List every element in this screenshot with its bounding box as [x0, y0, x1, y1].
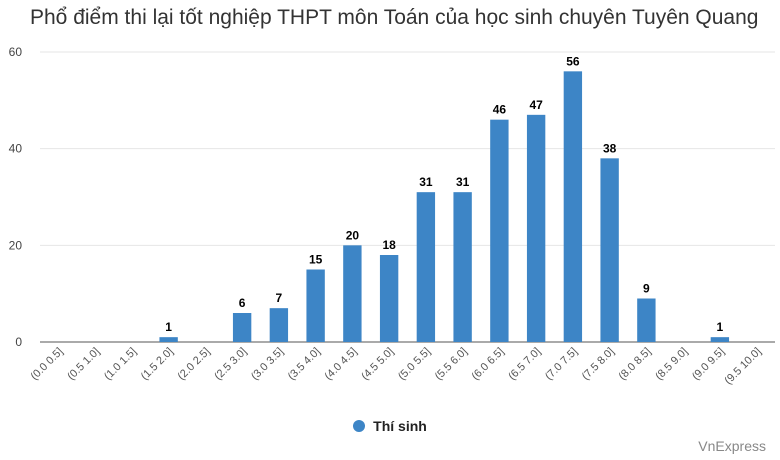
legend-label: Thí sinh: [373, 418, 427, 434]
data-label: 6: [239, 296, 246, 310]
data-label: 47: [529, 98, 543, 112]
bar: [269, 308, 289, 342]
data-label: 31: [456, 175, 470, 189]
data-label: 1: [165, 320, 172, 334]
x-tick-label: (7.5 8.0]: [580, 346, 617, 383]
x-tick-label: (2.0 2.5]: [175, 346, 212, 383]
legend-dot-icon: [353, 420, 366, 432]
bar: [490, 119, 509, 343]
chart-title: Phổ điểm thi lại tốt nghiệp THPT môn Toá…: [30, 6, 759, 29]
y-tick-label: 40: [9, 142, 23, 156]
bar: [306, 269, 325, 342]
bar: [710, 337, 730, 342]
x-tick-label: (4.0 4.5]: [322, 346, 359, 383]
legend: Thí sinh: [0, 418, 780, 434]
bar: [526, 114, 546, 342]
x-tick-label: (5.5 6.0]: [433, 346, 470, 383]
x-tick-label: (9.5 10.0]: [722, 346, 763, 387]
data-label: 9: [643, 282, 650, 296]
x-tick-label: (8.5 9.0]: [653, 346, 690, 383]
y-tick-label: 60: [9, 45, 23, 59]
data-label: 31: [419, 175, 433, 189]
x-tick-label: (3.5 4.0]: [286, 346, 323, 383]
x-tick-label: (3.0 3.5]: [249, 346, 286, 383]
bar: [563, 71, 583, 342]
bar: [416, 192, 436, 342]
x-tick-label: (0.5 1.0]: [65, 346, 102, 383]
y-tick-label: 20: [9, 238, 23, 252]
data-label: 15: [309, 253, 323, 267]
data-label: 1: [717, 320, 724, 334]
bar: [453, 192, 472, 342]
x-tick-label: (8.0 8.5]: [616, 346, 653, 383]
data-label: 20: [346, 228, 360, 242]
x-tick-label: (7.0 7.5]: [543, 346, 580, 383]
x-tick-label: (6.5 7.0]: [506, 346, 543, 383]
x-tick-label: (2.5 3.0]: [212, 346, 249, 383]
x-tick-label: (9.0 9.5]: [690, 346, 727, 383]
data-label: 56: [566, 54, 580, 68]
x-tick-label: (1.5 2.0]: [139, 346, 176, 383]
bar: [637, 298, 656, 342]
bar-chart: 0 20 40 60 (0.0 0.5] (0.5 1.0] (1.0 1.5] 1 (1.5 …: [9, 45, 775, 387]
bar: [600, 158, 619, 342]
x-tick-label: (5.0 5.5]: [396, 346, 433, 383]
x-tick-label: (1.0 1.5]: [102, 346, 139, 383]
watermark: VnExpress: [698, 438, 766, 454]
bar: [343, 245, 362, 342]
data-label: 7: [276, 291, 283, 305]
data-label: 46: [493, 103, 507, 117]
bar: [159, 337, 178, 342]
bar: [232, 313, 252, 342]
x-tick-label: (4.5 5.0]: [359, 346, 396, 383]
y-tick-label: 0: [15, 335, 22, 349]
x-tick-label: (6.0 6.5]: [469, 346, 506, 383]
bar: [379, 255, 399, 342]
x-tick-label: (0.0 0.5]: [28, 346, 65, 383]
data-label: 38: [603, 141, 617, 155]
data-label: 18: [382, 238, 396, 252]
